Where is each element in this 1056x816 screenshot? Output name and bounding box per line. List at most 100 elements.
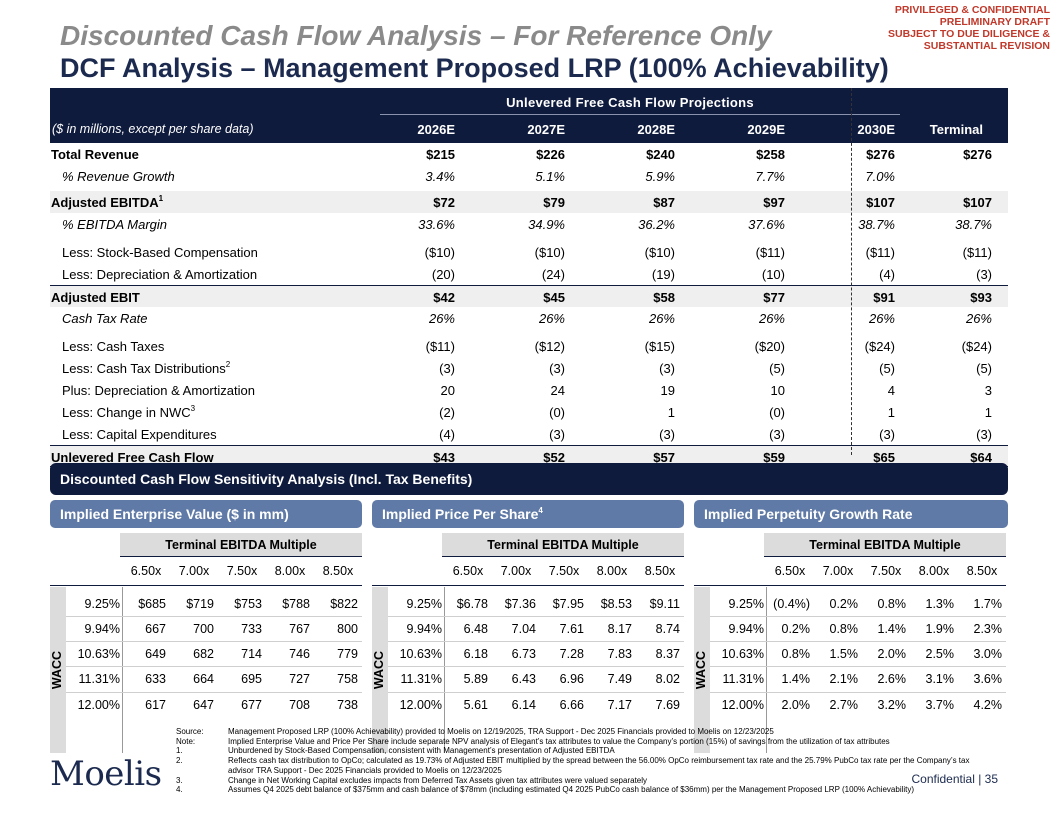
table-cell: $79 (543, 195, 565, 210)
grid-cell: 3.7% (925, 698, 955, 712)
table-cell: (3) (659, 361, 675, 376)
table-row: % Revenue Growth 3.4% 5.1% 5.9% 7.7% 7.0% (50, 165, 1008, 191)
wacc-value: 9.94% (84, 622, 120, 636)
grid-cell: 746 (289, 647, 310, 661)
wacc-value: 10.63% (721, 647, 764, 661)
grid-cell: 0.8% (781, 647, 811, 661)
table-cell: ($24) (864, 339, 895, 354)
moelis-logo: Moelis (50, 754, 162, 794)
grid-cell: 1.3% (925, 597, 955, 611)
footnote-key: 1. (176, 746, 183, 756)
grid-cell: 1.4% (781, 672, 811, 686)
grid-cell: 2.7% (829, 698, 859, 712)
grid-cell: 5.89 (463, 672, 488, 686)
table-row: Less: Cash Tax Distributions2 (3) (3) (3) (5… (50, 357, 1008, 379)
grid-cell: 4.2% (973, 698, 1003, 712)
table-cell: $57 (653, 450, 675, 465)
table-cell: 36.2% (638, 217, 675, 232)
sensitivity-grid: Terminal EBITDA Multiple 6.50x 7.00x 7.50x 8… (372, 533, 686, 753)
grid-cell: 2.1% (829, 672, 859, 686)
table-cell: 38.7% (858, 217, 895, 232)
wacc-value: 11.31% (78, 672, 120, 686)
grid-cell: 2.5% (925, 647, 955, 661)
multiple-header: Terminal EBITDA Multiple (442, 533, 684, 557)
grid-cell: 0.8% (877, 597, 907, 611)
conf-line: SUBSTANTIAL REVISION (923, 40, 1050, 52)
grid-cell: $7.95 (552, 597, 584, 611)
grid-cell: 664 (193, 672, 214, 686)
header-rule (50, 585, 362, 586)
table-cell: $107 (963, 195, 992, 210)
row-label: Unlevered Free Cash Flow (51, 450, 214, 465)
footnote-ref: 2 (225, 360, 231, 369)
table-cell: ($12) (534, 339, 565, 354)
table-cell: $240 (646, 147, 675, 162)
row-label-text: Less: Capital Expenditures (62, 427, 217, 442)
grid-cell: 6.96 (559, 672, 584, 686)
grid-cell: 5.61 (463, 698, 488, 712)
row-rule (66, 641, 362, 642)
row-label-text: Plus: Depreciation & Amortization (62, 383, 255, 398)
row-rule (710, 692, 1006, 693)
conf-line: PRELIMINARY DRAFT (939, 16, 1050, 28)
table-cell: (4) (439, 427, 455, 442)
table-cell: (3) (769, 427, 785, 442)
footnote-key: 3. (176, 775, 183, 785)
wacc-bar (50, 587, 66, 753)
table-cell: 24 (550, 383, 565, 398)
row-label: Total Revenue (51, 147, 139, 162)
table-cell: 38.7% (955, 217, 992, 232)
grid-cell: 2.3% (973, 622, 1003, 636)
table-cell: $65 (873, 450, 895, 465)
row-label-text: Unlevered Free Cash Flow (51, 450, 214, 465)
wacc-value: 9.25% (728, 597, 764, 611)
footnote-ref: 1 (158, 194, 164, 203)
footnote: 2. Reflects cash tax distribution to OpCo… (176, 756, 996, 775)
wacc-bar (694, 587, 710, 753)
row-rule (710, 641, 1006, 642)
wacc-value: 12.00% (721, 698, 764, 712)
dcf-table-header: Unlevered Free Cash Flow Projections ($ … (50, 88, 1008, 143)
grid-cell: 727 (289, 672, 310, 686)
table-cell: 26% (868, 311, 895, 326)
row-label: % EBITDA Margin (62, 217, 167, 232)
table-cell: 26% (648, 311, 675, 326)
table-cell: (3) (549, 427, 565, 442)
table-cell: ($11) (425, 339, 455, 354)
grid-cell: 3.0% (973, 647, 1003, 661)
grid-cell: 7.49 (607, 672, 632, 686)
table-cell: 34.9% (528, 217, 565, 232)
multiple-label: 7.00x (822, 564, 854, 578)
row-label: Plus: Depreciation & Amortization (62, 383, 255, 398)
table-cell: $52 (543, 450, 565, 465)
wacc-value: 12.00% (399, 698, 442, 712)
table-cell: ($20) (754, 339, 785, 354)
row-rule (66, 666, 362, 667)
grid-cell: 0.2% (829, 597, 859, 611)
table-cell: (3) (976, 267, 992, 282)
projection-underline (380, 114, 900, 115)
table-cell: $91 (873, 290, 895, 305)
row-label: Less: Cash Taxes (62, 339, 164, 354)
table-cell: (24) (541, 267, 565, 282)
row-label: Adjusted EBITDA1 (51, 194, 164, 210)
table-cell: 3.4% (425, 169, 455, 184)
row-label-text: Cash Tax Rate (62, 311, 148, 326)
grid-cell: $6.78 (456, 597, 488, 611)
grid-cell: 1.4% (877, 622, 907, 636)
footnote: Note: Implied Enterprise Value and Price … (176, 737, 996, 747)
wacc-value: 9.94% (406, 622, 442, 636)
table-cell: $93 (970, 290, 992, 305)
sensitivity-grid: Terminal EBITDA Multiple 6.50x 7.00x 7.50x 8… (50, 533, 364, 753)
wacc-value: 12.00% (77, 698, 120, 712)
wacc-bar (372, 587, 388, 753)
grid-cell: 617 (145, 698, 166, 712)
table-cell: ($11) (962, 245, 992, 260)
table-cell: 19 (660, 383, 675, 398)
row-label-text: Adjusted EBIT (51, 290, 140, 305)
row-rule (66, 616, 362, 617)
wacc-value: 9.25% (84, 597, 120, 611)
table-cell: 26% (538, 311, 565, 326)
multiple-label: 8.50x (322, 564, 354, 578)
multiple-label: 6.50x (774, 564, 806, 578)
